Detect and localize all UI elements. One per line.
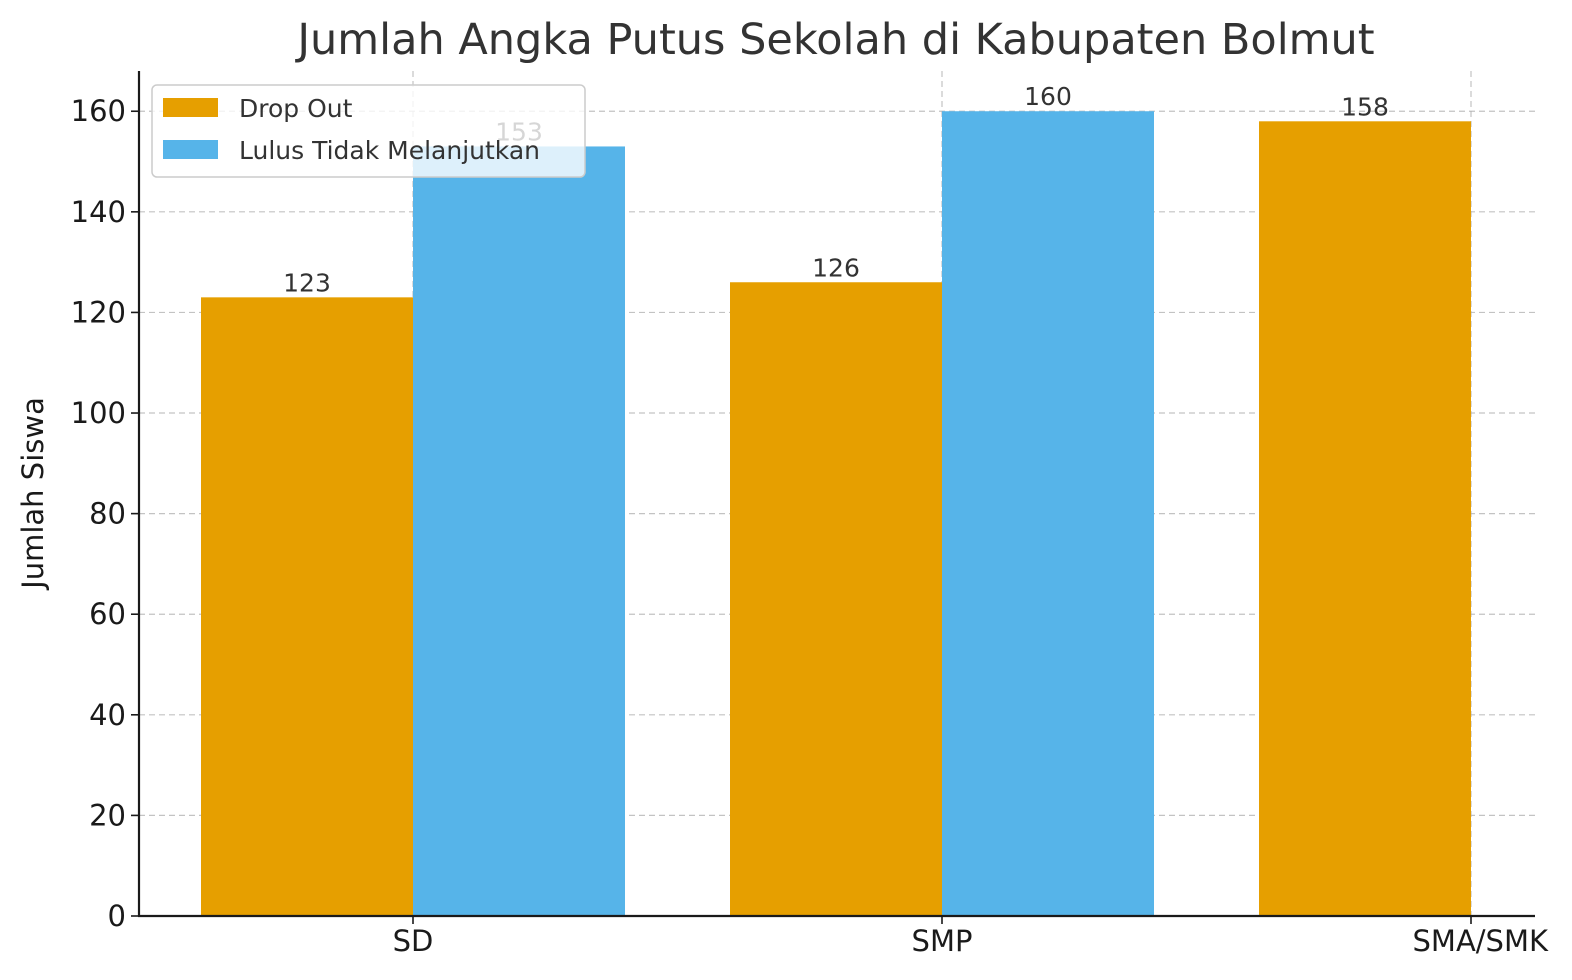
- legend-swatch-lulus-tidak-melanjutkan: [163, 140, 218, 159]
- chart-title: Jumlah Angka Putus Sekolah di Kabupaten …: [294, 15, 1374, 65]
- bar-drop-out-sd: [201, 297, 413, 916]
- bars-layer: [201, 111, 1471, 917]
- y-tick-label: 140: [71, 195, 126, 229]
- x-tick-label-sd: SD: [393, 924, 434, 958]
- bar-value-label: 158: [1341, 92, 1389, 121]
- bar-drop-out-smp: [730, 282, 942, 916]
- legend: Drop Out Lulus Tidak Melanjutkan: [151, 84, 586, 178]
- legend-box: [151, 84, 586, 178]
- y-tick-label: 120: [71, 295, 126, 329]
- y-axis-title: Jumlah Siswa: [16, 397, 50, 591]
- y-tick-label: 160: [71, 94, 126, 128]
- legend-label-drop-out: Drop Out: [239, 94, 353, 123]
- y-tick-label: 20: [89, 798, 126, 832]
- legend-swatch-drop-out: [163, 98, 218, 117]
- x-ticks: SD SMP SMA/SMK: [393, 916, 1549, 958]
- legend-label-lulus-tidak-melanjutkan: Lulus Tidak Melanjutkan: [239, 136, 540, 165]
- bar-lulus-tidak-melanjutkan-sd: [413, 146, 625, 917]
- x-tick-label-sma-smk: SMA/SMK: [1413, 924, 1549, 958]
- y-tick-label: 40: [89, 698, 126, 732]
- y-tick-label: 0: [108, 899, 126, 933]
- y-tick-label: 100: [71, 396, 126, 430]
- x-tick-label-smp: SMP: [912, 924, 973, 958]
- y-ticks: 0 20 40 60 80 100 120 140 160: [71, 94, 139, 933]
- bar-lulus-tidak-melanjutkan-smp: [942, 111, 1154, 916]
- bar-value-label: 123: [283, 268, 331, 297]
- y-tick-label: 60: [89, 597, 126, 631]
- bar-value-label: 126: [812, 253, 860, 282]
- y-tick-label: 80: [89, 497, 126, 531]
- bar-drop-out-sma-smk: [1259, 121, 1471, 917]
- bar-value-label: 160: [1024, 82, 1072, 111]
